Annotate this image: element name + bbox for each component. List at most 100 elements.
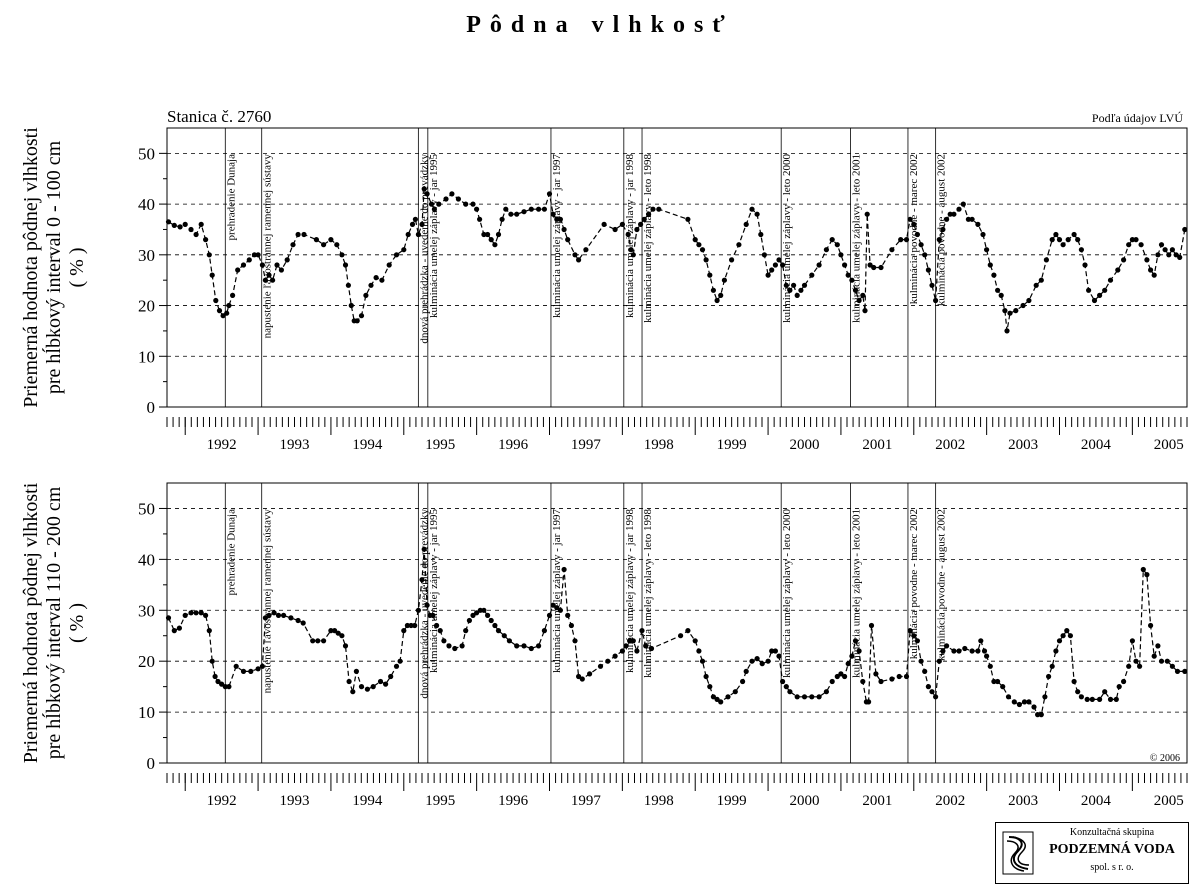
data-point <box>561 566 567 573</box>
data-point <box>568 622 575 629</box>
data-point <box>956 206 962 212</box>
data-point <box>856 297 862 304</box>
y-tick-label: 0 <box>147 754 156 773</box>
data-point <box>565 237 571 243</box>
data-point <box>1007 310 1013 316</box>
data-point <box>898 237 904 243</box>
event-label: dnová prehrádzka - uvedenie do prevádzky <box>418 509 430 699</box>
data-point <box>628 247 634 253</box>
data-point <box>1031 704 1037 710</box>
data-point <box>1164 658 1170 664</box>
data-point <box>634 648 640 654</box>
year-label: 2004 <box>1081 793 1112 809</box>
data-point <box>643 643 649 649</box>
data-point <box>266 272 272 278</box>
data-point <box>255 252 261 258</box>
data-point <box>794 694 800 700</box>
data-point <box>1060 242 1066 248</box>
data-point <box>334 242 340 248</box>
data-point <box>284 257 290 263</box>
data-point <box>386 262 392 268</box>
data-point <box>1097 292 1103 298</box>
data-point <box>783 684 789 690</box>
data-point <box>193 231 199 238</box>
data-point <box>980 231 986 238</box>
data-point <box>1148 267 1154 273</box>
data-point <box>791 282 797 288</box>
data-point <box>216 308 223 314</box>
data-point <box>315 638 321 644</box>
data-point <box>765 272 771 278</box>
data-point <box>772 262 779 268</box>
data-point <box>732 689 738 695</box>
data-point <box>171 628 177 634</box>
data-point <box>1078 247 1084 253</box>
data-point <box>707 272 713 278</box>
data-point <box>638 221 644 227</box>
data-point <box>259 663 265 669</box>
data-point <box>295 617 301 624</box>
data-point <box>274 262 280 268</box>
data-point <box>1133 237 1139 243</box>
event-label: napustenie ľavostrannej ramennej sústavy <box>262 154 274 339</box>
data-point <box>1097 696 1103 703</box>
data-point <box>951 648 957 654</box>
data-point <box>634 226 640 233</box>
data-point <box>743 668 749 675</box>
data-point <box>1056 237 1063 243</box>
data-point <box>463 201 469 207</box>
data-point <box>625 231 631 238</box>
data-point <box>255 666 261 672</box>
data-point <box>809 694 815 700</box>
event-label: napustenie ľavostrannej ramennej sústavy <box>262 509 274 694</box>
data-point <box>619 221 626 227</box>
data-point <box>842 262 848 268</box>
data-point <box>998 292 1004 298</box>
data-point <box>801 282 808 288</box>
data-point <box>918 658 924 664</box>
event-label: kulminácia umelej záplavy - leto 2001 <box>850 509 862 678</box>
data-point <box>1002 308 1008 314</box>
data-point <box>787 287 793 293</box>
data-point <box>203 237 209 243</box>
data-point <box>328 237 334 243</box>
data-point <box>550 602 556 608</box>
data-point <box>495 628 502 634</box>
year-label: 1994 <box>352 793 383 809</box>
data-point <box>554 216 560 222</box>
data-point <box>1155 643 1161 649</box>
data-point <box>313 237 319 243</box>
year-label: 2000 <box>790 437 820 453</box>
data-point <box>488 237 494 243</box>
event-label: kulminácia umelej záplavy - leto 1998 <box>642 154 654 323</box>
data-point <box>1056 638 1063 644</box>
data-point <box>1043 257 1049 263</box>
data-point <box>419 221 425 227</box>
data-point <box>455 196 461 202</box>
plot-frame <box>166 482 1188 764</box>
data-point <box>627 638 633 644</box>
year-label: 1992 <box>207 437 237 453</box>
data-point <box>866 699 872 705</box>
data-point <box>849 277 855 283</box>
data-point <box>754 211 760 217</box>
data-point <box>388 673 394 680</box>
y-tick-label: 30 <box>138 601 155 620</box>
year-label: 1996 <box>498 793 529 809</box>
data-point <box>896 673 902 680</box>
data-point <box>1116 684 1122 690</box>
y-tick-label: 40 <box>138 550 155 569</box>
year-label: 1994 <box>352 437 383 453</box>
data-point <box>345 282 351 288</box>
data-point <box>165 219 172 225</box>
data-point <box>424 602 430 608</box>
y-axis-label-line: Priemerná hodnota pôdnej vlhkosti <box>20 127 42 408</box>
data-point <box>1071 678 1077 685</box>
data-point <box>707 684 713 690</box>
data-point <box>995 678 1001 685</box>
data-point <box>969 216 975 222</box>
data-point <box>1113 696 1119 703</box>
data-point <box>612 653 618 659</box>
data-point <box>215 678 221 685</box>
data-point <box>984 247 990 253</box>
